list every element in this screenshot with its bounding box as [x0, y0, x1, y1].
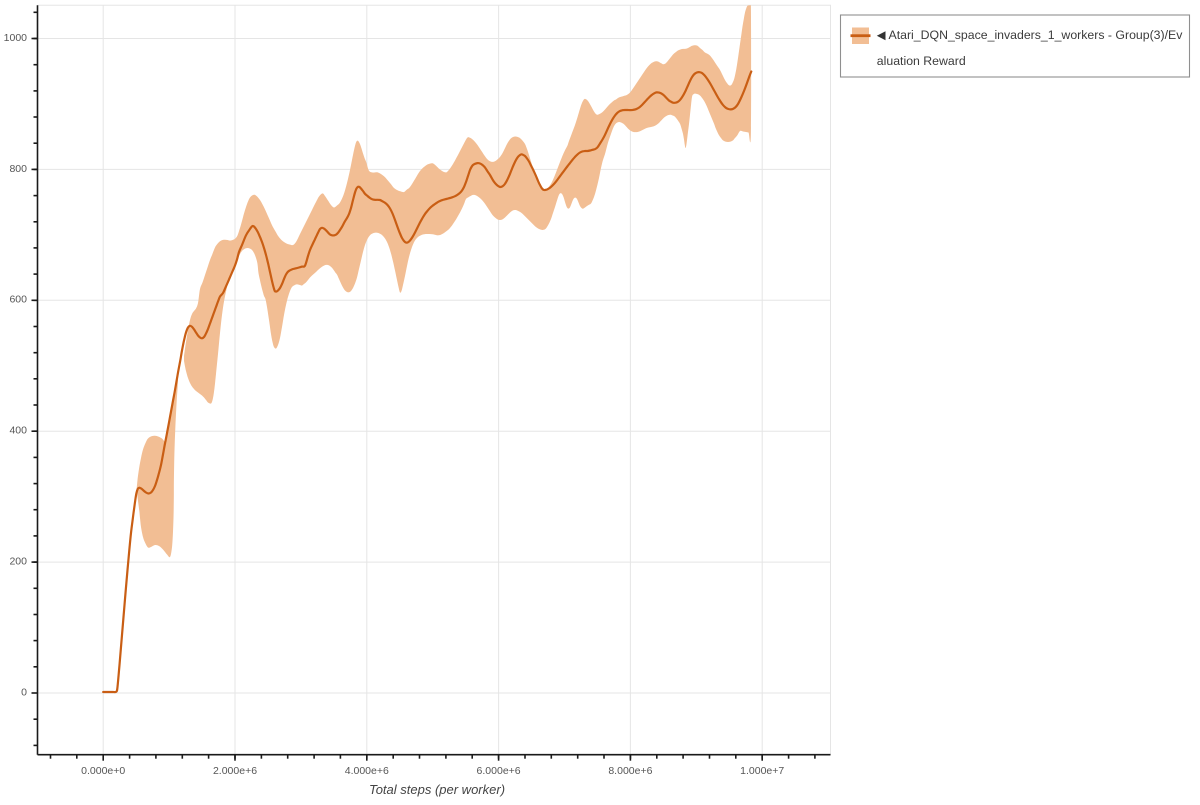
svg-text:200: 200 [9, 556, 27, 568]
svg-text:0: 0 [21, 686, 27, 698]
svg-text:6.000e+6: 6.000e+6 [477, 765, 521, 777]
svg-text:400: 400 [9, 425, 27, 437]
svg-text:Total steps (per worker): Total steps (per worker) [369, 782, 505, 797]
svg-text:8.000e+6: 8.000e+6 [608, 765, 652, 777]
svg-text:Atari_DQN_space_invaders_1_wor: Atari_DQN_space_invaders_1_workers - Gro… [889, 28, 1184, 42]
svg-text:4.000e+6: 4.000e+6 [345, 765, 389, 777]
svg-text:2.000e+6: 2.000e+6 [213, 765, 257, 777]
svg-text:0.000e+0: 0.000e+0 [81, 765, 125, 777]
svg-text:aluation Reward: aluation Reward [877, 54, 966, 68]
svg-text:600: 600 [9, 294, 27, 306]
svg-text:1000: 1000 [4, 32, 28, 44]
svg-text:800: 800 [9, 163, 27, 175]
svg-text:1.000e+7: 1.000e+7 [740, 765, 784, 777]
